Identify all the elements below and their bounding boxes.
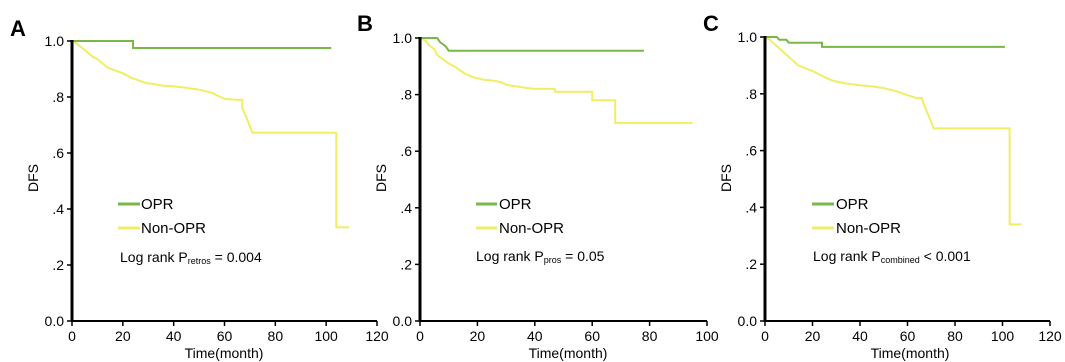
- log-rank-annotation: Log rank Ppros = 0.05: [476, 248, 605, 265]
- x-tick-label: 20: [470, 328, 486, 344]
- x-tick-label: 120: [1038, 328, 1062, 344]
- legend-label-non-opr: Non-OPR: [499, 220, 564, 237]
- y-axis-title: DFS: [718, 164, 734, 192]
- y-tick-label: .6: [745, 143, 757, 159]
- y-tick-label: .2: [745, 256, 757, 272]
- y-tick-label: .2: [52, 257, 64, 273]
- legend: OPR Non-OPR: [476, 196, 564, 237]
- x-tick-label: 60: [584, 328, 600, 344]
- x-tick-label: 40: [166, 328, 182, 344]
- series-line-opr: [420, 38, 644, 51]
- x-tick-label: 120: [365, 328, 389, 344]
- y-tick-label: .4: [745, 199, 757, 215]
- x-tick-label: 80: [268, 328, 284, 344]
- legend-label-opr: OPR: [499, 196, 532, 213]
- axes: 0 20 40 60 80 100 0.0 .2 .4 .6 .8 1.0: [393, 30, 719, 344]
- km-curves: [420, 38, 693, 123]
- panel-letter: B: [357, 11, 373, 36]
- annotation-suffix: = 0.004: [211, 249, 262, 265]
- panel-b: B DFS Time(month) 0 20 40 60 80 100 0.0 .2 .4 .6.…: [357, 11, 719, 361]
- panel-a: A DFS Time(month) 0 20 40 60 80 100 120 0.0 .2 .4…: [10, 16, 389, 361]
- annotation-subscript: retros: [188, 256, 212, 266]
- panel-letter: A: [10, 16, 26, 41]
- y-tick-label: 0.0: [738, 313, 758, 329]
- x-axis-title: Time(month): [529, 345, 608, 361]
- panel-letter: C: [703, 11, 719, 36]
- x-axis-title: Time(month): [185, 345, 264, 361]
- panel-c: C DFS Time(month) 0 20 40 60 80 100 120 0.0 .2 .4…: [703, 11, 1062, 361]
- y-tick-label: .8: [52, 89, 64, 105]
- x-tick-label: 0: [416, 328, 424, 344]
- x-tick-label: 80: [947, 328, 963, 344]
- annotation-prefix: Log rank P: [476, 248, 544, 264]
- x-tick-label: 100: [991, 328, 1015, 344]
- y-tick-label: .4: [400, 200, 412, 216]
- x-tick-label: 0: [761, 328, 769, 344]
- x-axis-title: Time(month): [871, 345, 950, 361]
- y-tick-label: 1.0: [45, 33, 65, 49]
- series-line-opr: [765, 37, 1005, 47]
- series-line-opr: [72, 41, 331, 48]
- x-tick-label: 60: [900, 328, 916, 344]
- y-tick-label: .2: [400, 256, 412, 272]
- annotation-prefix: Log rank P: [813, 248, 881, 264]
- km-curves: [72, 41, 349, 227]
- annotation-suffix: = 0.05: [561, 248, 604, 264]
- y-tick-label: 1.0: [393, 30, 413, 46]
- legend-label-opr: OPR: [141, 196, 174, 213]
- x-tick-label: 40: [852, 328, 868, 344]
- y-tick-label: .6: [52, 145, 64, 161]
- x-tick-label: 60: [217, 328, 233, 344]
- log-rank-annotation: Log rank Pretros = 0.004: [120, 249, 262, 266]
- x-tick-label: 100: [314, 328, 338, 344]
- y-tick-label: .8: [745, 86, 757, 102]
- x-tick-label: 80: [642, 328, 658, 344]
- y-tick-label: 0.0: [393, 313, 413, 329]
- x-tick-label: 0: [68, 328, 76, 344]
- x-tick-label: 20: [115, 328, 131, 344]
- legend-label-non-opr: Non-OPR: [836, 220, 901, 237]
- x-tick-label: 40: [527, 328, 543, 344]
- annotation-subscript: combined: [881, 255, 920, 265]
- series-line-non-opr: [765, 37, 1022, 224]
- annotation-prefix: Log rank P: [120, 249, 188, 265]
- annotation-suffix: < 0.001: [920, 248, 971, 264]
- y-tick-label: .8: [400, 87, 412, 103]
- series-line-non-opr: [72, 41, 349, 227]
- y-tick-label: 0.0: [45, 313, 65, 329]
- km-curves: [765, 37, 1022, 224]
- annotation-subscript: pros: [544, 255, 562, 265]
- y-tick-label: .4: [52, 201, 64, 217]
- legend-label-non-opr: Non-OPR: [141, 220, 206, 237]
- axes: 0 20 40 60 80 100 120 0.0 .2 .4 .6 .8 1.0: [738, 29, 1062, 344]
- y-tick-label: 1.0: [738, 29, 758, 45]
- log-rank-annotation: Log rank Pcombined < 0.001: [813, 248, 971, 265]
- legend: OPR Non-OPR: [118, 196, 206, 237]
- y-axis-title: DFS: [373, 164, 389, 192]
- y-tick-label: .6: [400, 143, 412, 159]
- x-tick-label: 20: [805, 328, 821, 344]
- legend-label-opr: OPR: [836, 196, 869, 213]
- y-axis-title: DFS: [25, 164, 41, 192]
- x-tick-label: 100: [695, 328, 719, 344]
- legend: OPR Non-OPR: [812, 196, 901, 237]
